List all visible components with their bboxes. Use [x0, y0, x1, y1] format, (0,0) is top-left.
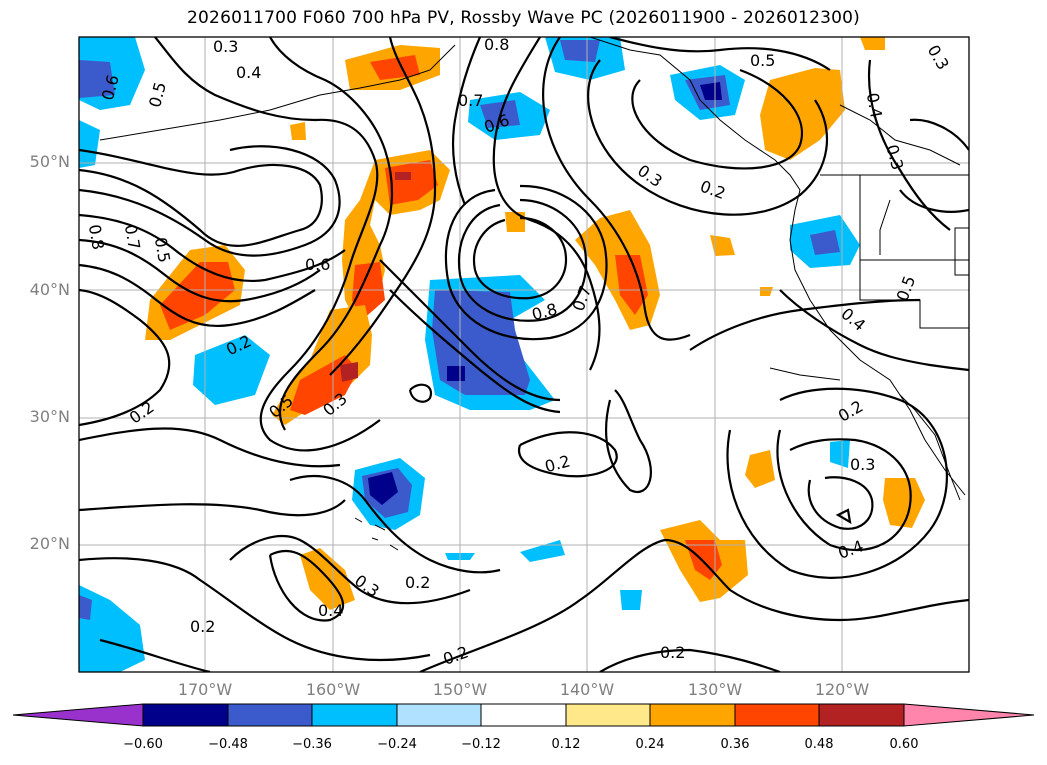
anomaly-shading: [79, 37, 925, 672]
contour-label: 0.3: [634, 161, 666, 191]
lat-label: 20°N: [29, 534, 70, 553]
contour-label: 0.7: [569, 283, 596, 313]
colorbar-tick-label: 0.24: [635, 737, 665, 752]
colorbar-tick-label: 0.12: [551, 737, 581, 752]
contour-label: 0.3: [882, 142, 907, 172]
contour-label: 0.2: [835, 396, 867, 425]
contour-label: 0.5: [145, 80, 170, 110]
colorbar-tick-label: 0.36: [720, 737, 750, 752]
map-title: 2026011700 F060 700 hPa PV, Rossby Wave …: [187, 8, 860, 28]
lon-label: 130°W: [687, 680, 743, 699]
contour-label: 0.2: [190, 617, 215, 636]
colorbar-extend-low: [12, 703, 144, 727]
contour-label: 0.2: [441, 642, 471, 669]
coastlines: [99, 37, 969, 551]
map-frame: [78, 36, 970, 673]
pos-blob-pnw: [760, 68, 845, 160]
contour-label: 0.5: [151, 236, 174, 264]
contour-label: 0.3: [924, 42, 953, 74]
lat-label: 40°N: [29, 280, 70, 299]
contour-label: 0.8: [85, 223, 108, 251]
contour-label: 0.6: [305, 255, 330, 274]
colorbar-tick-label: −0.48: [208, 737, 248, 752]
contour-label: 0.8: [484, 35, 509, 54]
contour-label: 0.2: [405, 573, 430, 592]
contour-label: 0.4: [863, 91, 886, 119]
contour-label: 0.2: [660, 643, 685, 662]
contour-label: 0.2: [543, 451, 573, 476]
lon-label: 170°W: [177, 680, 233, 699]
colorbar-tick-label: −0.60: [123, 737, 163, 752]
lon-label: 140°W: [559, 680, 615, 699]
lat-label: 30°N: [29, 407, 70, 426]
contour-label: 0.2: [126, 397, 158, 427]
colorbar-tick-label: −0.12: [461, 737, 501, 752]
lon-label: 160°W: [305, 680, 361, 699]
colorbar-tick-label: 0.48: [804, 737, 834, 752]
contour-label: 0.2: [698, 176, 728, 203]
colorbar-extend-high: [903, 703, 1035, 727]
contour-label: 0.3: [850, 455, 875, 474]
colorbar-tick-label: −0.36: [292, 737, 332, 752]
contour-label: 0.4: [236, 63, 261, 82]
map-plot-area: 0.8 0.5 0.3 0.4 0.6 0.7 0.6 0.5 0.3 0.2 …: [79, 35, 969, 672]
gridlines: [79, 37, 969, 672]
contour-label: 0.7: [121, 223, 144, 251]
contour-label: 0.5: [750, 51, 775, 70]
colorbar-tick-label: −0.24: [377, 737, 417, 752]
colorbar-tick-label: 0.60: [889, 737, 919, 752]
contour-label: 0.3: [213, 37, 238, 56]
lon-label: 120°W: [814, 680, 870, 699]
lat-label: 50°N: [29, 152, 70, 171]
contour-label: 0.3: [351, 571, 383, 601]
contour-label: 0.4: [318, 601, 343, 620]
contour-label: 0.7: [458, 91, 483, 110]
lon-label: 150°W: [432, 680, 488, 699]
contour-label: 0.4: [836, 536, 866, 563]
colorbar: [12, 703, 1035, 727]
pv-contours: [79, 37, 969, 672]
